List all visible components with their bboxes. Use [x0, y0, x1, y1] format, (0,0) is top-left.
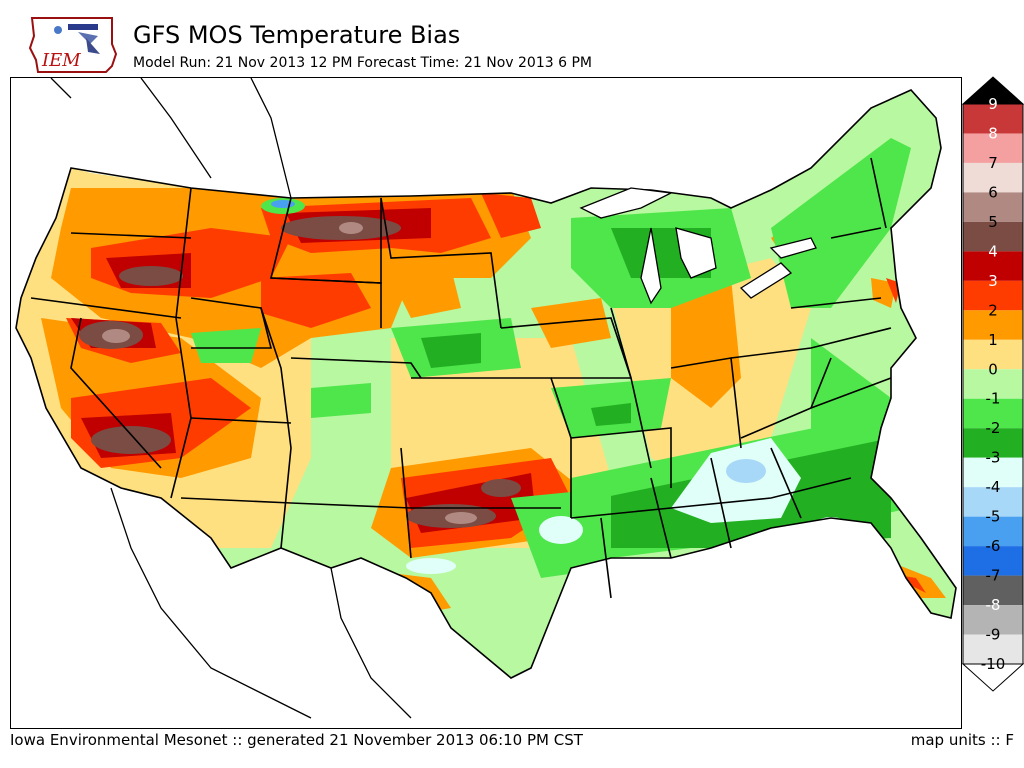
bias-map: [15, 78, 957, 719]
legend-swatch: [963, 192, 1023, 222]
legend-swatch: [963, 221, 1023, 252]
legend-swatch: [963, 280, 1023, 311]
page-subtitle: Model Run: 21 Nov 2013 12 PM Forecast Ti…: [133, 55, 592, 71]
legend-swatch: [963, 457, 1023, 488]
color-legend: 9 8 7 6 5 4 3 2 1 0 -1 -2 -3 -4 -5 -6 -7 -8 -9 -10: [962, 76, 1024, 692]
legend-swatch: [963, 516, 1023, 547]
legend-label: -9: [986, 626, 1001, 644]
legend-label: 0: [988, 360, 998, 378]
legend-swatch: [963, 369, 1023, 399]
legend-swatch: [963, 487, 1023, 517]
legend-label: 7: [988, 154, 998, 172]
footer-units: map units :: F: [910, 731, 1014, 749]
legend-swatch: [963, 251, 1023, 281]
legend-label: 1: [988, 331, 998, 349]
legend-swatch: [963, 133, 1023, 163]
legend-label: -4: [986, 478, 1001, 496]
legend-label: 6: [988, 183, 998, 201]
legend-swatch: [963, 605, 1023, 635]
legend-label: -1: [986, 390, 1001, 408]
iem-logo: IEM: [28, 17, 118, 73]
legend-label: -8: [986, 596, 1001, 614]
legend-swatch: [963, 398, 1023, 429]
logo-text: IEM: [41, 50, 81, 71]
legend-swatch: [963, 104, 1023, 134]
legend-swatch: [963, 428, 1023, 458]
legend-swatch: [963, 339, 1023, 370]
legend-label: -3: [986, 449, 1001, 467]
legend-swatch: [963, 575, 1023, 606]
legend-label: 3: [988, 272, 998, 290]
page-title: GFS MOS Temperature Bias: [133, 21, 461, 49]
legend-label: 9: [988, 95, 998, 113]
legend-swatch: [963, 634, 1023, 664]
legend-label: -6: [986, 537, 1001, 555]
map-panel: [10, 77, 962, 729]
legend-label: -2: [986, 419, 1001, 437]
legend-label: -10: [981, 655, 1006, 673]
legend-label: 2: [988, 301, 998, 319]
legend-swatch: [963, 162, 1023, 193]
legend-label: -7: [986, 567, 1001, 585]
legend-swatch: [963, 546, 1023, 576]
legend-label: 5: [988, 213, 998, 231]
footer-credit: Iowa Environmental Mesonet :: generated …: [10, 731, 583, 749]
legend-swatch: [963, 310, 1023, 340]
legend-label: 4: [988, 242, 998, 260]
legend-label: -5: [986, 508, 1001, 526]
legend-label: 8: [988, 124, 998, 142]
